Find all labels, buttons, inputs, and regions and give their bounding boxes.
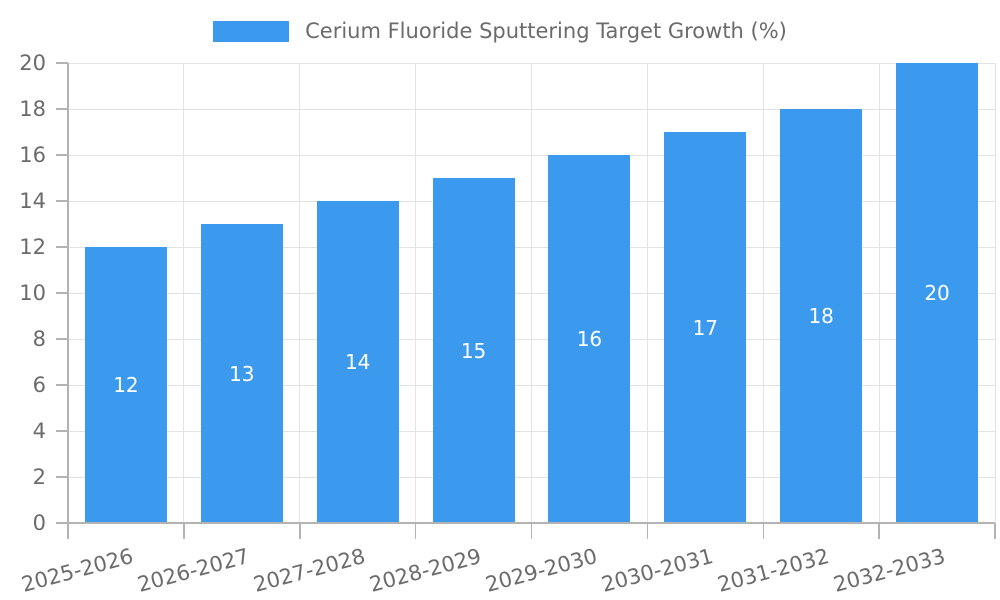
- y-axis-tick: [56, 384, 68, 386]
- bar[interactable]: 20: [896, 63, 979, 523]
- y-axis-line: [67, 63, 69, 523]
- y-axis-tick: [56, 108, 68, 110]
- legend-label: Cerium Fluoride Sputtering Target Growth…: [305, 19, 787, 43]
- x-axis-line: [68, 522, 995, 524]
- x-axis-tick: [878, 523, 880, 539]
- gridline-vertical: [531, 63, 532, 523]
- bar-value-label: 16: [576, 327, 603, 351]
- gridline-vertical: [646, 63, 648, 523]
- x-tick-label: 2030-2031: [598, 544, 716, 597]
- bar-value-label: 20: [924, 281, 950, 305]
- y-tick-label: 4: [32, 419, 46, 443]
- x-axis-tick: [183, 523, 185, 539]
- x-tick-label: 2032-2033: [830, 544, 948, 597]
- y-axis-tick: [56, 476, 68, 478]
- x-axis-tick: [67, 523, 69, 539]
- gridline-vertical: [994, 63, 996, 523]
- bar[interactable]: 16: [548, 155, 631, 523]
- bar[interactable]: 12: [84, 247, 167, 523]
- y-tick-label: 6: [32, 373, 46, 397]
- x-tick-label: 2027-2028: [251, 544, 368, 597]
- gridline-vertical: [183, 63, 185, 523]
- x-axis-tick: [414, 523, 417, 539]
- gridline-vertical: [762, 63, 764, 523]
- x-axis-tick: [299, 523, 301, 539]
- y-tick-label: 20: [19, 51, 46, 75]
- x-tick-label: 2025-2026: [19, 544, 137, 597]
- x-axis-tick: [646, 523, 649, 539]
- y-axis-tick: [56, 338, 68, 340]
- x-tick-label: 2031-2032: [714, 544, 832, 597]
- bar-value-label: 17: [692, 315, 719, 340]
- bar[interactable]: 17: [664, 132, 747, 523]
- x-axis-tick: [994, 523, 996, 539]
- bar[interactable]: 14: [316, 201, 399, 523]
- x-tick-label: 2029-2030: [482, 544, 600, 597]
- x-tick-label: 2028-2029: [366, 544, 484, 597]
- chart-legend: Cerium Fluoride Sputtering Target Growth…: [0, 19, 1000, 43]
- y-tick-label: 10: [19, 281, 46, 305]
- bar-value-label: 13: [229, 361, 255, 386]
- y-tick-label: 2: [32, 465, 46, 489]
- y-axis-tick: [56, 154, 68, 156]
- bar[interactable]: 18: [780, 109, 863, 523]
- gridline-vertical: [299, 63, 301, 523]
- y-tick-label: 0: [32, 511, 46, 535]
- bar-value-label: 15: [460, 338, 487, 363]
- gridline-vertical: [415, 63, 417, 523]
- bar[interactable]: 13: [200, 224, 283, 523]
- bar-value-label: 18: [808, 304, 834, 328]
- x-axis-tick: [762, 523, 764, 539]
- y-tick-label: 12: [19, 235, 46, 259]
- bar[interactable]: 15: [432, 178, 515, 523]
- y-tick-label: 14: [19, 189, 46, 213]
- y-tick-label: 8: [32, 327, 46, 351]
- legend-item[interactable]: Cerium Fluoride Sputtering Target Growth…: [213, 19, 787, 43]
- x-axis-tick: [530, 523, 533, 539]
- bar-value-label: 12: [113, 373, 139, 397]
- gridline-vertical: [878, 63, 880, 523]
- y-tick-label: 16: [19, 143, 46, 167]
- y-axis-tick: [56, 62, 68, 64]
- y-axis-tick: [56, 292, 68, 294]
- bar-value-label: 14: [344, 350, 371, 374]
- legend-swatch: [213, 20, 290, 42]
- y-axis-tick: [56, 200, 68, 202]
- y-axis-tick: [56, 246, 68, 248]
- y-tick-label: 18: [19, 97, 46, 121]
- y-axis-tick: [56, 430, 68, 432]
- x-tick-label: 2026-2027: [135, 544, 253, 597]
- y-axis-tick: [56, 522, 68, 524]
